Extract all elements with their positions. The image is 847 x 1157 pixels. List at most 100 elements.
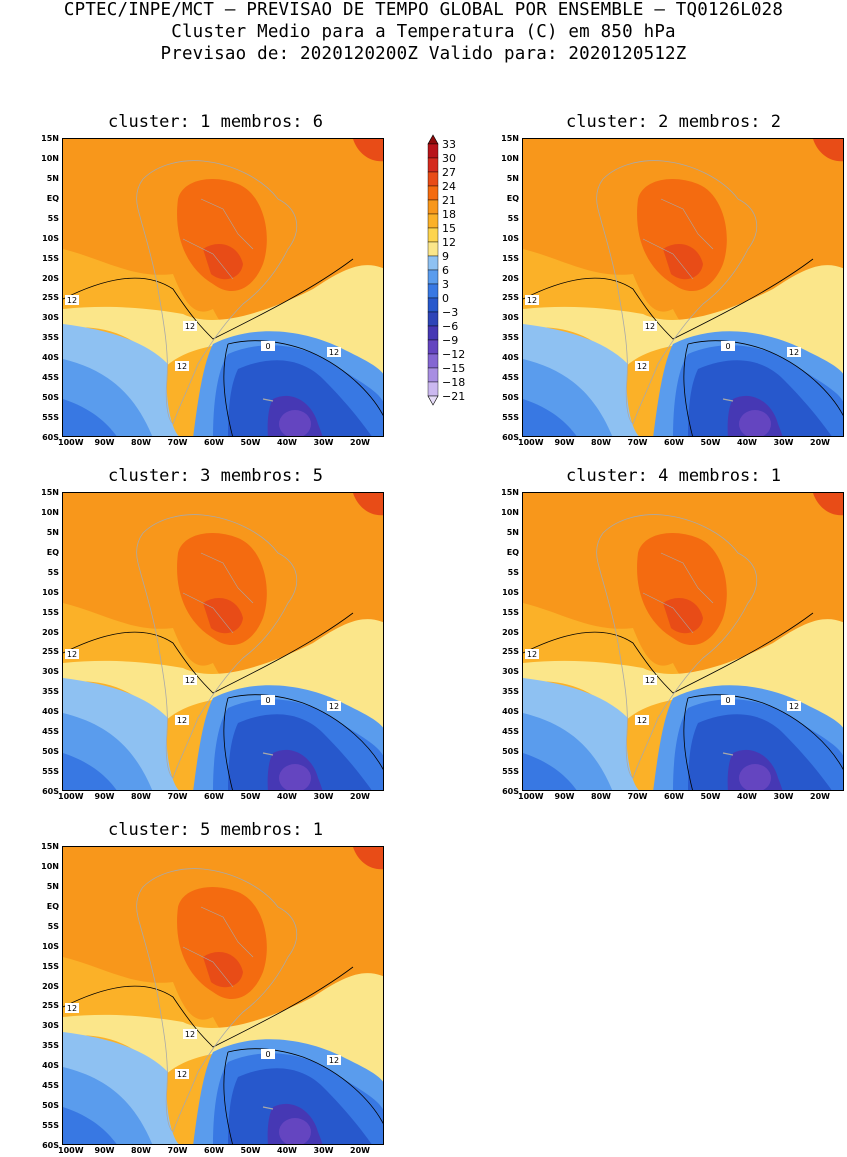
colorbar-level-label: 15 (442, 222, 456, 235)
svg-text:0: 0 (725, 342, 730, 351)
lat-tick-label: 25S (502, 647, 519, 657)
lon-tick-label: 20W (350, 792, 370, 801)
lat-tick-label: 20S (42, 273, 59, 283)
colorbar-bottom-arrow (427, 395, 439, 406)
contour-label: 0 (261, 341, 275, 351)
lat-tick-label: 50S (502, 747, 519, 757)
colorbar-level-label: 9 (442, 250, 449, 263)
lon-tick-label: 70W (167, 792, 188, 801)
lat-tick-label: 10S (502, 587, 519, 597)
colorbar-swatch (427, 325, 439, 341)
colorbar-swatch (427, 255, 439, 271)
map-panel: 12 12 12 0 12 (62, 138, 384, 437)
lon-tick-label: 40W (277, 1146, 297, 1155)
svg-text:0: 0 (265, 342, 270, 351)
lon-tick-label: 60W (204, 1146, 224, 1155)
svg-text:12: 12 (329, 348, 339, 357)
map-panel: 12 12 12 0 12 (62, 492, 384, 791)
colorbar-swatch (427, 269, 439, 285)
lat-tick-label: EQ (46, 193, 59, 203)
temperature-map: 12 12 12 0 12 (63, 493, 383, 790)
colorbar-level-label: 3 (442, 278, 449, 291)
svg-text:12: 12 (177, 1070, 187, 1079)
contour-label: 0 (261, 1049, 275, 1059)
lon-tick-label: 70W (167, 1146, 188, 1155)
lat-tick-label: 10N (41, 861, 59, 871)
lon-tick-label: 100W (58, 1146, 84, 1155)
svg-text:12: 12 (527, 650, 537, 659)
contour-label: 12 (183, 321, 197, 331)
lat-tick-label: 10N (501, 507, 519, 517)
lat-tick-label: 10S (42, 587, 59, 597)
lat-tick-label: 20S (502, 627, 519, 637)
svg-text:12: 12 (789, 348, 799, 357)
colorbar-level-label: −3 (442, 306, 458, 319)
temperature-map: 12 12 12 0 12 (523, 139, 843, 436)
lat-tick-label: 35S (502, 687, 519, 697)
colorbar-swatch (427, 339, 439, 355)
lat-tick-label: EQ (506, 193, 519, 203)
lat-tick-label: 5N (506, 527, 519, 537)
lon-tick-label: 70W (627, 792, 648, 801)
lon-tick-label: 90W (94, 792, 115, 801)
lat-tick-label: EQ (506, 547, 519, 557)
colorbar-swatch (427, 367, 439, 383)
temperature-map: 12 12 12 0 12 (63, 847, 383, 1144)
lon-tick-label: 40W (277, 792, 297, 801)
colorbar-swatch (427, 227, 439, 243)
lat-tick-label: 55S (42, 767, 59, 777)
lat-tick-label: 35S (42, 1041, 59, 1051)
lon-tick-label: 30W (773, 792, 794, 801)
lon-tick-label: 70W (167, 438, 188, 447)
colorbar-level-label: −18 (442, 376, 465, 389)
lat-tick-label: 15S (502, 253, 519, 263)
colorbar: 33 30 27 24 21 18 15 12 9 6 3 0 −3 −6 −9 −12 −15 −18 −21 (424, 134, 474, 444)
colorbar-level-label: 33 (442, 138, 456, 151)
colorbar-level-label: −21 (442, 390, 465, 403)
temperature-map: 12 12 12 0 12 (523, 493, 843, 790)
lon-tick-label: 20W (810, 438, 830, 447)
lat-tick-label: 5N (46, 881, 59, 891)
lon-tick-label: 50W (700, 792, 721, 801)
contour-label: 12 (183, 1029, 197, 1039)
lat-tick-label: 15S (42, 961, 59, 971)
svg-text:12: 12 (67, 296, 77, 305)
lat-tick-label: 5S (507, 213, 519, 223)
lat-tick-label: 10N (41, 153, 59, 163)
contour-label: 12 (175, 361, 189, 371)
contour-label: 12 (327, 347, 341, 357)
lat-tick-label: 45S (42, 373, 59, 383)
lon-tick-label: 50W (700, 438, 721, 447)
contour-label: 0 (261, 695, 275, 705)
contour-label: 12 (183, 675, 197, 685)
lon-tick-label: 90W (94, 438, 115, 447)
contour-label: 12 (175, 715, 189, 725)
lon-tick-label: 100W (58, 792, 84, 801)
colorbar-level-label: −9 (442, 334, 458, 347)
map-panel: 12 12 12 0 12 (522, 492, 844, 791)
lat-tick-label: 10N (41, 507, 59, 517)
lat-tick-label: 45S (42, 1081, 59, 1091)
lon-tick-label: 50W (240, 1146, 261, 1155)
lat-tick-label: 10N (501, 153, 519, 163)
lat-tick-label: 40S (42, 707, 59, 717)
colorbar-level-label: 0 (442, 292, 449, 305)
lat-tick-label: 15S (42, 253, 59, 263)
svg-text:0: 0 (725, 696, 730, 705)
svg-text:12: 12 (177, 716, 187, 725)
contour-label: 12 (525, 649, 539, 659)
colorbar-level-label: −15 (442, 362, 465, 375)
lat-tick-label: 5N (46, 173, 59, 183)
panel-title: cluster: 5 membros: 1 (108, 820, 323, 840)
lat-tick-label: 50S (502, 393, 519, 403)
colorbar-level-label: 30 (442, 152, 456, 165)
lat-tick-label: 5S (507, 567, 519, 577)
lon-tick-label: 20W (810, 792, 830, 801)
colorbar-swatch (427, 241, 439, 257)
lon-tick-label: 60W (204, 438, 224, 447)
svg-text:12: 12 (329, 1056, 339, 1065)
svg-text:12: 12 (637, 716, 647, 725)
lat-tick-label: 10S (502, 233, 519, 243)
colorbar-top-arrow (427, 134, 439, 145)
